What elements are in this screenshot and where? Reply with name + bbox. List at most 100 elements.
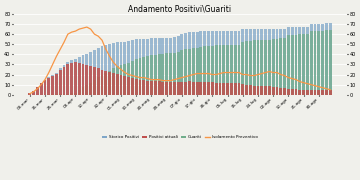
Bar bbox=[314, 31, 316, 95]
Bar bbox=[154, 55, 157, 95]
Bar bbox=[177, 82, 180, 95]
Bar bbox=[180, 82, 183, 95]
Bar bbox=[321, 31, 324, 95]
Bar bbox=[310, 90, 312, 95]
Bar bbox=[203, 82, 206, 95]
Bar bbox=[55, 94, 58, 95]
Bar bbox=[108, 71, 111, 95]
Bar bbox=[146, 81, 149, 95]
Bar bbox=[32, 91, 35, 95]
Bar bbox=[82, 87, 85, 95]
Bar bbox=[40, 83, 42, 95]
Bar bbox=[234, 45, 237, 95]
Bar bbox=[120, 42, 122, 95]
Bar bbox=[310, 31, 312, 95]
Bar bbox=[116, 42, 119, 95]
Bar bbox=[89, 52, 92, 95]
Bar bbox=[272, 87, 275, 95]
Bar bbox=[321, 24, 324, 95]
Bar bbox=[28, 93, 31, 95]
Bar bbox=[97, 48, 100, 95]
Bar bbox=[287, 27, 290, 95]
Bar bbox=[268, 86, 271, 95]
Bar bbox=[143, 39, 145, 95]
Bar bbox=[131, 61, 134, 95]
Bar bbox=[188, 81, 191, 95]
Bar bbox=[165, 82, 168, 95]
Bar bbox=[314, 24, 316, 95]
Bar bbox=[93, 68, 96, 95]
Bar bbox=[283, 88, 286, 95]
Legend: Storico Positivi, Positivi attuali, Guariti, Isolamento Preventivo: Storico Positivi, Positivi attuali, Guar… bbox=[100, 134, 260, 141]
Bar bbox=[120, 75, 122, 95]
Bar bbox=[302, 34, 305, 95]
Bar bbox=[36, 87, 39, 95]
Bar bbox=[59, 69, 62, 95]
Bar bbox=[116, 74, 119, 95]
Bar bbox=[78, 90, 81, 95]
Bar bbox=[329, 90, 332, 95]
Bar bbox=[59, 69, 62, 95]
Bar bbox=[241, 29, 244, 95]
Bar bbox=[196, 32, 198, 95]
Bar bbox=[150, 38, 153, 95]
Bar bbox=[104, 71, 107, 95]
Bar bbox=[230, 45, 233, 95]
Bar bbox=[272, 29, 275, 95]
Bar bbox=[74, 59, 77, 95]
Bar bbox=[108, 44, 111, 95]
Bar bbox=[241, 42, 244, 95]
Bar bbox=[241, 84, 244, 95]
Bar bbox=[302, 27, 305, 95]
Bar bbox=[154, 38, 157, 95]
Bar bbox=[306, 90, 309, 95]
Bar bbox=[158, 81, 161, 95]
Bar bbox=[325, 30, 328, 95]
Bar bbox=[264, 29, 267, 95]
Bar bbox=[298, 90, 301, 95]
Bar bbox=[211, 46, 214, 95]
Bar bbox=[310, 24, 312, 95]
Bar bbox=[89, 66, 92, 95]
Bar bbox=[143, 80, 145, 95]
Bar bbox=[112, 69, 115, 95]
Bar bbox=[165, 38, 168, 95]
Bar bbox=[238, 31, 240, 95]
Bar bbox=[203, 46, 206, 95]
Bar bbox=[184, 33, 187, 95]
Bar bbox=[135, 39, 138, 95]
Bar bbox=[188, 32, 191, 95]
Bar bbox=[169, 82, 172, 95]
Bar bbox=[97, 76, 100, 95]
Bar bbox=[173, 37, 176, 95]
Bar bbox=[215, 83, 217, 95]
Bar bbox=[44, 80, 46, 95]
Bar bbox=[180, 34, 183, 95]
Bar bbox=[192, 82, 195, 95]
Bar bbox=[253, 29, 256, 95]
Bar bbox=[146, 39, 149, 95]
Bar bbox=[287, 89, 290, 95]
Bar bbox=[127, 41, 130, 95]
Bar bbox=[154, 81, 157, 95]
Bar bbox=[230, 83, 233, 95]
Bar bbox=[321, 90, 324, 95]
Bar bbox=[123, 76, 126, 95]
Bar bbox=[82, 55, 85, 95]
Bar bbox=[28, 93, 31, 95]
Bar bbox=[89, 83, 92, 95]
Bar bbox=[48, 94, 50, 95]
Bar bbox=[287, 35, 290, 95]
Bar bbox=[294, 27, 297, 95]
Bar bbox=[123, 42, 126, 95]
Bar bbox=[135, 79, 138, 95]
Bar bbox=[66, 62, 69, 95]
Bar bbox=[325, 90, 328, 95]
Bar bbox=[306, 27, 309, 95]
Bar bbox=[184, 49, 187, 95]
Bar bbox=[55, 73, 58, 95]
Bar bbox=[249, 29, 252, 95]
Bar bbox=[146, 56, 149, 95]
Bar bbox=[173, 82, 176, 95]
Bar bbox=[215, 31, 217, 95]
